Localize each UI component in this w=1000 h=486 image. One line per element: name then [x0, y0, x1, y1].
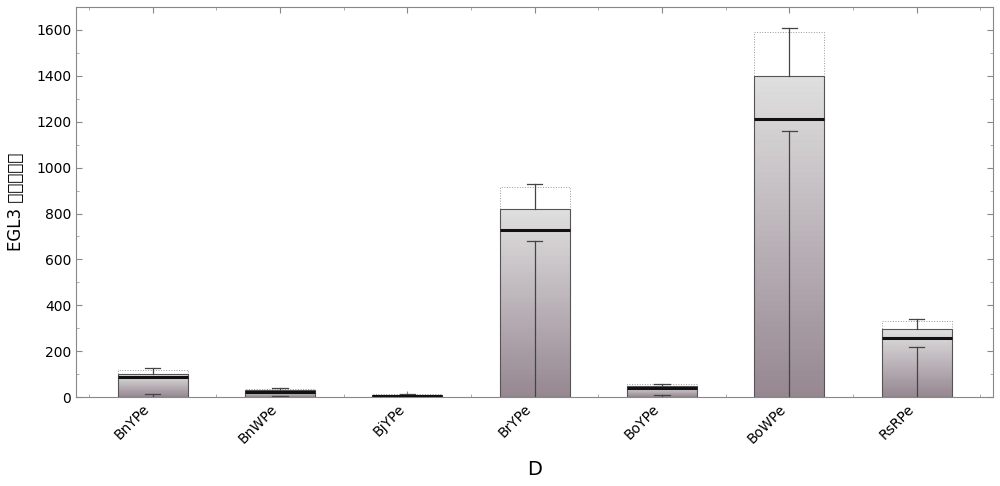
Bar — [882, 321, 952, 330]
Bar — [372, 395, 442, 397]
Bar — [754, 76, 824, 397]
Bar — [118, 374, 188, 397]
Bar — [627, 384, 697, 385]
Bar — [245, 390, 315, 397]
Bar — [754, 32, 824, 76]
Y-axis label: EGL3 基因表达量: EGL3 基因表达量 — [7, 153, 25, 251]
Bar — [500, 187, 570, 209]
Bar — [118, 369, 188, 374]
Bar — [882, 330, 952, 397]
Bar — [245, 389, 315, 390]
Bar — [372, 394, 442, 395]
X-axis label: D: D — [527, 460, 542, 479]
Bar — [500, 209, 570, 397]
Bar — [627, 385, 697, 397]
